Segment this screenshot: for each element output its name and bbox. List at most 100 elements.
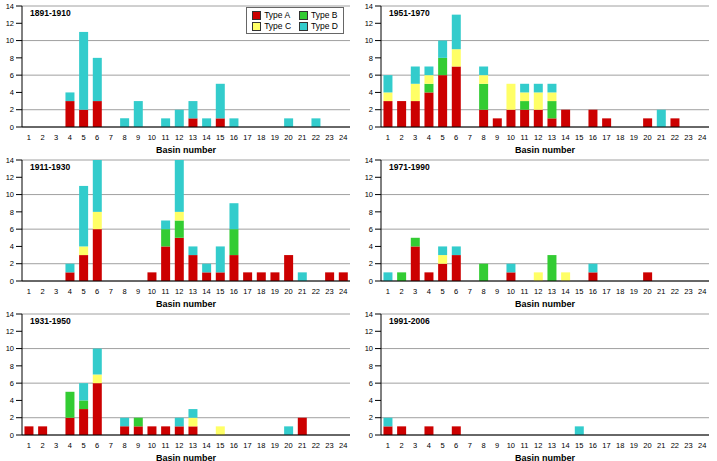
svg-text:10: 10 <box>507 441 515 450</box>
svg-text:23: 23 <box>325 287 333 296</box>
svg-text:Basin number: Basin number <box>515 145 576 153</box>
svg-text:2: 2 <box>10 413 14 422</box>
svg-text:11: 11 <box>521 133 529 142</box>
svg-text:18: 18 <box>616 287 624 296</box>
svg-text:7: 7 <box>468 287 472 296</box>
svg-text:22: 22 <box>671 133 679 142</box>
svg-text:8: 8 <box>10 208 14 217</box>
svg-text:17: 17 <box>243 133 251 142</box>
svg-text:19: 19 <box>271 287 279 296</box>
svg-text:24: 24 <box>698 133 706 142</box>
svg-text:24: 24 <box>339 287 347 296</box>
svg-text:14: 14 <box>365 310 373 319</box>
svg-text:2: 2 <box>399 133 403 142</box>
svg-text:4: 4 <box>68 441 72 450</box>
svg-text:17: 17 <box>602 441 610 450</box>
svg-text:2: 2 <box>399 287 403 296</box>
svg-text:1: 1 <box>386 441 390 450</box>
svg-text:18: 18 <box>257 441 265 450</box>
svg-text:0: 0 <box>369 277 373 286</box>
svg-text:2: 2 <box>369 259 373 268</box>
svg-text:2: 2 <box>369 105 373 114</box>
svg-text:14: 14 <box>202 287 210 296</box>
svg-text:13: 13 <box>189 287 197 296</box>
svg-text:2: 2 <box>369 413 373 422</box>
svg-text:22: 22 <box>671 441 679 450</box>
svg-text:6: 6 <box>10 379 14 388</box>
svg-text:9: 9 <box>495 287 499 296</box>
svg-text:18: 18 <box>616 441 624 450</box>
svg-text:0: 0 <box>10 123 14 132</box>
svg-text:2: 2 <box>40 133 44 142</box>
svg-text:10: 10 <box>8 36 14 45</box>
svg-text:8: 8 <box>369 362 373 371</box>
svg-text:12: 12 <box>8 19 14 28</box>
svg-text:13: 13 <box>548 287 556 296</box>
svg-text:5: 5 <box>440 287 444 296</box>
svg-text:10: 10 <box>8 190 14 199</box>
svg-text:Basin number: Basin number <box>156 453 217 461</box>
svg-text:17: 17 <box>243 287 251 296</box>
svg-text:8: 8 <box>10 54 14 63</box>
svg-text:6: 6 <box>10 225 14 234</box>
svg-text:13: 13 <box>548 133 556 142</box>
svg-text:15: 15 <box>575 441 583 450</box>
svg-text:6: 6 <box>454 133 458 142</box>
svg-text:11: 11 <box>162 287 170 296</box>
svg-text:20: 20 <box>643 287 651 296</box>
svg-text:Basin number: Basin number <box>515 453 576 461</box>
svg-text:2: 2 <box>40 441 44 450</box>
svg-text:10: 10 <box>365 344 373 353</box>
svg-text:14: 14 <box>8 310 14 319</box>
svg-text:8: 8 <box>122 441 126 450</box>
svg-text:6: 6 <box>369 379 373 388</box>
svg-text:17: 17 <box>602 287 610 296</box>
svg-text:17: 17 <box>602 133 610 142</box>
svg-text:5: 5 <box>81 441 85 450</box>
svg-text:2: 2 <box>10 259 14 268</box>
svg-text:12: 12 <box>365 173 373 182</box>
svg-text:24: 24 <box>698 441 706 450</box>
svg-text:6: 6 <box>454 287 458 296</box>
svg-text:18: 18 <box>616 133 624 142</box>
svg-text:10: 10 <box>507 133 515 142</box>
svg-text:13: 13 <box>189 133 197 142</box>
svg-text:20: 20 <box>643 133 651 142</box>
svg-text:17: 17 <box>243 441 251 450</box>
svg-text:18: 18 <box>257 287 265 296</box>
svg-text:10: 10 <box>148 133 156 142</box>
svg-text:19: 19 <box>630 441 638 450</box>
svg-text:22: 22 <box>312 441 320 450</box>
svg-text:7: 7 <box>468 133 472 142</box>
svg-text:4: 4 <box>427 441 431 450</box>
svg-text:24: 24 <box>339 441 347 450</box>
svg-text:5: 5 <box>81 133 85 142</box>
svg-text:3: 3 <box>413 441 417 450</box>
svg-text:3: 3 <box>54 441 58 450</box>
svg-text:24: 24 <box>698 287 706 296</box>
svg-text:8: 8 <box>481 441 485 450</box>
svg-text:3: 3 <box>54 133 58 142</box>
svg-text:0: 0 <box>369 431 373 440</box>
svg-text:4: 4 <box>68 287 72 296</box>
svg-text:20: 20 <box>284 441 292 450</box>
svg-text:Basin number: Basin number <box>156 145 217 153</box>
svg-text:16: 16 <box>589 287 597 296</box>
svg-text:4: 4 <box>10 88 14 97</box>
svg-text:14: 14 <box>202 441 210 450</box>
svg-text:2: 2 <box>399 441 403 450</box>
svg-text:7: 7 <box>109 441 113 450</box>
svg-text:9: 9 <box>136 133 140 142</box>
svg-text:19: 19 <box>271 133 279 142</box>
svg-text:0: 0 <box>369 123 373 132</box>
svg-text:12: 12 <box>365 327 373 336</box>
svg-text:10: 10 <box>148 441 156 450</box>
svg-text:18: 18 <box>257 133 265 142</box>
svg-text:20: 20 <box>284 133 292 142</box>
svg-text:0: 0 <box>10 431 14 440</box>
svg-text:19: 19 <box>271 441 279 450</box>
svg-text:10: 10 <box>148 287 156 296</box>
svg-text:16: 16 <box>230 133 238 142</box>
svg-text:12: 12 <box>175 287 183 296</box>
svg-text:8: 8 <box>481 287 485 296</box>
